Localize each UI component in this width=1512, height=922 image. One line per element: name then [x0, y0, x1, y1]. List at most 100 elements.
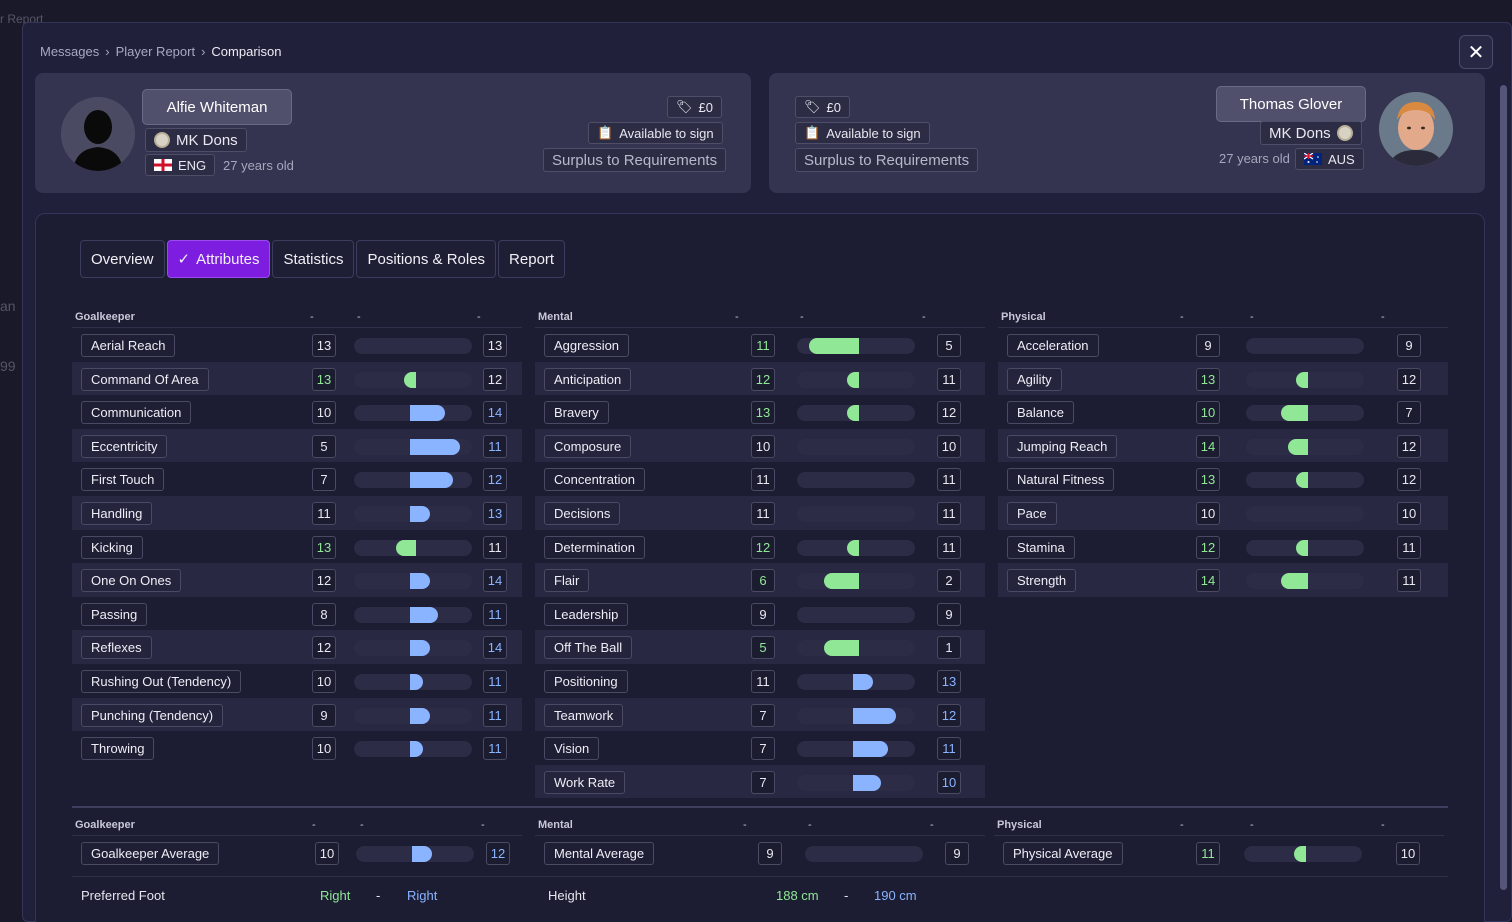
left-value: 7 [751, 770, 775, 794]
attribute-label[interactable]: Physical Average [1003, 842, 1123, 865]
left-value: 14 [1196, 434, 1220, 458]
column-header[interactable]: - [808, 818, 812, 831]
section-title: Mental [538, 818, 573, 831]
attribute-label[interactable]: Eccentricity [81, 434, 168, 458]
column-header[interactable]: - [1381, 818, 1385, 831]
attribute-label[interactable]: Jumping Reach [1007, 434, 1118, 458]
comparison-bar [354, 606, 472, 623]
tab-positions-roles[interactable]: Positions & Roles [356, 240, 497, 278]
column-header[interactable]: - [477, 310, 481, 323]
column-header[interactable]: - [922, 310, 926, 323]
column-header[interactable]: - [310, 310, 314, 323]
attribute-label[interactable]: Acceleration [1007, 334, 1099, 357]
attribute-label[interactable]: Composure [544, 434, 632, 458]
right-value: 9 [945, 842, 969, 865]
attribute-label[interactable]: One On Ones [81, 569, 182, 593]
attribute-row: Agility 13 12 [998, 361, 1448, 396]
attribute-label[interactable]: Command Of Area [81, 367, 209, 391]
column-header[interactable]: - [360, 818, 364, 831]
player-name[interactable]: Alfie Whiteman [142, 89, 292, 125]
column-header[interactable]: - [800, 310, 804, 323]
breadcrumb-messages[interactable]: Messages [40, 44, 100, 59]
column-header[interactable]: - [1250, 818, 1254, 831]
club-chip[interactable]: MK Dons [145, 128, 247, 152]
comparison-fill [410, 438, 460, 455]
comparison-bar [354, 573, 472, 590]
club-chip[interactable]: MK Dons [1260, 121, 1362, 145]
attribute-label[interactable]: Reflexes [81, 636, 152, 660]
attribute-row: Composure 10 10 [535, 428, 985, 463]
column-header[interactable]: - [481, 818, 485, 831]
player-card-right: 🏷 £0 📋 Available to sign Surplus to Requ… [769, 73, 1485, 193]
attribute-label[interactable]: Agility [1007, 367, 1062, 391]
player-name[interactable]: Thomas Glover [1216, 86, 1366, 122]
right-value: 13 [937, 669, 961, 693]
attribute-label[interactable]: Rushing Out (Tendency) [81, 669, 242, 693]
attribute-label[interactable]: Stamina [1007, 535, 1075, 559]
attribute-label[interactable]: Balance [1007, 401, 1074, 425]
section-divider [72, 806, 1448, 808]
attribute-label[interactable]: Bravery [544, 401, 609, 425]
attribute-label[interactable]: Off The Ball [544, 636, 633, 660]
attribute-label[interactable]: Natural Fitness [1007, 468, 1115, 492]
attribute-label[interactable]: Teamwork [544, 703, 624, 727]
close-icon: ✕ [1467, 41, 1485, 64]
tab-statistics[interactable]: Statistics [272, 240, 355, 278]
column-header[interactable]: - [743, 818, 747, 831]
column-header[interactable]: - [1381, 310, 1385, 323]
column-header[interactable]: - [930, 818, 934, 831]
attribute-label[interactable]: Strength [1007, 569, 1077, 593]
close-button[interactable]: ✕ [1459, 35, 1493, 69]
left-value: 13 [312, 367, 336, 391]
attribute-label[interactable]: Mental Average [544, 842, 655, 865]
nation-chip[interactable]: AUS [1295, 148, 1364, 170]
scrollbar[interactable] [1500, 85, 1507, 890]
attribute-label[interactable]: Determination [544, 535, 645, 559]
attribute-label[interactable]: Flair [544, 569, 590, 593]
comparison-fill [410, 606, 438, 623]
column-header[interactable]: - [735, 310, 739, 323]
average-row: Goalkeeper Average 10 12 [72, 836, 522, 870]
attribute-label[interactable]: Anticipation [544, 367, 632, 391]
attribute-label[interactable]: Kicking [81, 535, 143, 559]
attribute-row: Punching (Tendency) 9 11 [72, 697, 522, 732]
attribute-label[interactable]: Work Rate [544, 770, 626, 794]
attribute-label[interactable]: Punching (Tendency) [81, 703, 224, 727]
comparison-bar [1246, 438, 1364, 455]
column-header[interactable]: - [357, 310, 361, 323]
right-value: 12 [483, 367, 507, 391]
column-header[interactable]: - [1180, 818, 1184, 831]
section-title: Physical [997, 818, 1042, 831]
column-header[interactable]: - [312, 818, 316, 831]
attribute-label[interactable]: Concentration [544, 468, 645, 492]
average-row: Physical Average 11 10 [994, 836, 1444, 870]
attribute-label[interactable]: Communication [81, 401, 192, 425]
attribute-label[interactable]: Handling [81, 501, 153, 525]
tab-report[interactable]: Report [498, 240, 566, 278]
tab-overview[interactable]: Overview [80, 240, 165, 278]
tab-label: Attributes [196, 250, 260, 268]
attribute-label[interactable]: Pace [1007, 501, 1057, 525]
breadcrumb-player-report[interactable]: Player Report [115, 44, 196, 59]
status-chip: Surplus to Requirements [795, 148, 979, 172]
attribute-label[interactable]: Decisions [544, 501, 621, 525]
column-header[interactable]: - [1180, 310, 1184, 323]
club-name: MK Dons [1269, 124, 1331, 142]
attribute-label[interactable]: Aggression [544, 334, 630, 357]
nation-chip[interactable]: ENG [145, 154, 216, 176]
attribute-label[interactable]: Passing [81, 602, 148, 626]
attribute-label[interactable]: Goalkeeper Average [81, 842, 220, 865]
tab-attributes[interactable]: ✓ Attributes [166, 240, 271, 278]
attribute-label[interactable]: First Touch [81, 468, 165, 492]
attribute-label[interactable]: Throwing [81, 737, 155, 761]
attribute-label[interactable]: Vision [544, 737, 600, 761]
value-chip: 🏷 £0 [667, 96, 722, 118]
attribute-label[interactable]: Aerial Reach [81, 334, 176, 357]
attribute-label[interactable]: Positioning [544, 669, 628, 693]
comparison-bar [354, 338, 472, 354]
column-header[interactable]: - [1250, 310, 1254, 323]
player-age: 27 years old [223, 158, 294, 173]
tab-label: Overview [91, 250, 154, 268]
left-value: 9 [312, 703, 336, 727]
attribute-label[interactable]: Leadership [544, 602, 629, 626]
